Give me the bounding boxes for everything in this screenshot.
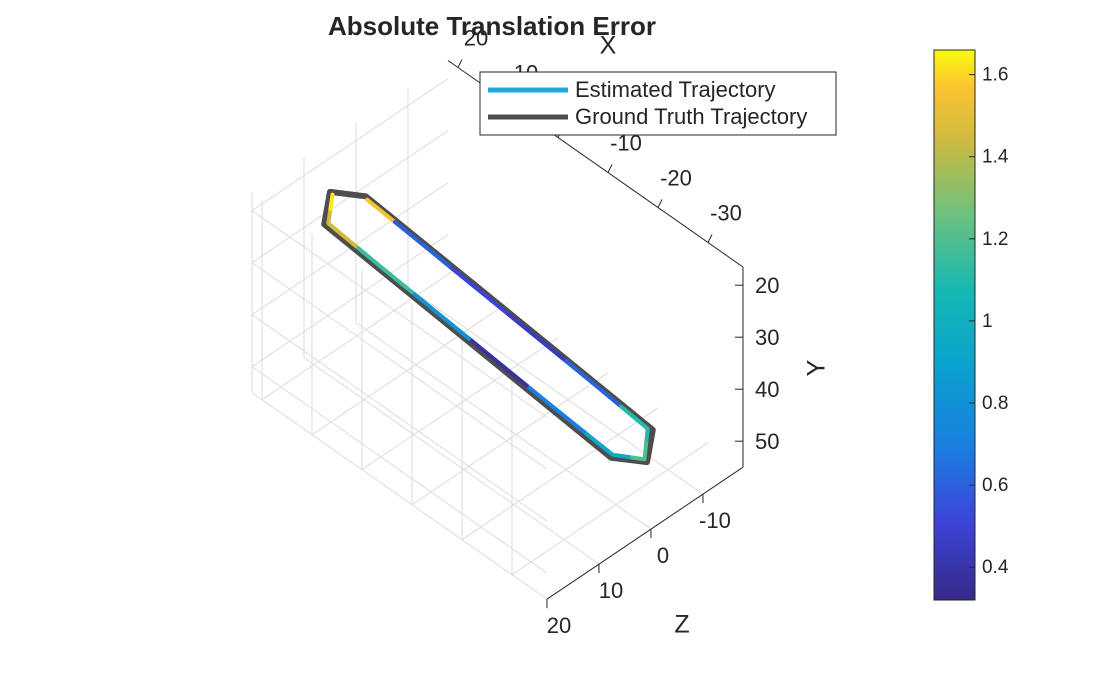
grid-line — [261, 267, 459, 401]
grid-line — [251, 210, 548, 418]
grid-line — [251, 78, 449, 212]
plot-area — [321, 188, 656, 466]
legend-label: Ground Truth Trajectory — [575, 104, 807, 129]
colorbar: 0.4 0.6 0.8 1 1.2 1.4 1.6 — [933, 49, 1009, 601]
estimated-segment — [328, 192, 335, 212]
x-tick-label: -30 — [710, 200, 742, 225]
grid-line — [511, 442, 709, 576]
estimated-segment — [467, 336, 529, 388]
estimated-segment — [626, 442, 649, 462]
colorbar-tick-label: 1.4 — [982, 147, 1009, 168]
grid-line — [251, 234, 449, 368]
estimated-segment — [449, 265, 511, 317]
grid-line — [355, 322, 652, 530]
z-tick-label: -10 — [699, 508, 731, 533]
colorbar-tick-label: 1.2 — [982, 229, 1008, 250]
estimated-segment — [506, 312, 568, 364]
x-axis-label: X — [600, 32, 617, 60]
z-tick-label: 20 — [547, 613, 571, 638]
colorbar-tick-label: 0.8 — [982, 393, 1008, 414]
estimated-segment — [409, 290, 472, 341]
y-tick-label: 50 — [755, 429, 779, 454]
grid-line — [411, 372, 609, 506]
x-tick — [607, 164, 613, 173]
x-tick — [707, 234, 713, 243]
estimated-segment — [563, 359, 623, 409]
estimated-segment — [524, 383, 586, 434]
colorbar-tick-label: 1 — [982, 311, 993, 332]
estimated-segment — [619, 404, 650, 446]
x-tick — [657, 199, 663, 208]
y-tick-label: 20 — [755, 273, 779, 298]
estimated-segment — [392, 220, 454, 270]
grid-line — [251, 366, 548, 574]
grid-line — [461, 407, 659, 541]
grid-line — [311, 302, 509, 436]
grid-line — [251, 392, 548, 600]
z-axis-label: Z — [674, 611, 689, 639]
colorbar-tick-label: 0.4 — [982, 557, 1009, 578]
y-tick-label: 30 — [755, 325, 779, 350]
colorbar-tick-label: 1.6 — [982, 65, 1008, 86]
estimated-segment — [353, 244, 414, 294]
z-axis-line — [546, 466, 744, 600]
estimated-segment — [365, 197, 397, 225]
colorbar-tick-label: 0.6 — [982, 475, 1008, 496]
chart-title: Absolute Translation Error — [328, 11, 656, 41]
colorbar-gradient — [933, 49, 976, 601]
z-tick-label: 0 — [657, 543, 669, 568]
grid-line — [303, 357, 600, 565]
grid-line — [251, 314, 548, 522]
legend-label: Estimated Trajectory — [575, 77, 776, 102]
legend-box — [479, 71, 837, 136]
grid-line — [251, 262, 548, 470]
estimated-segment — [326, 207, 358, 248]
estimated-segment — [582, 429, 631, 459]
x-tick-label: 20 — [464, 25, 488, 50]
y-tick-label: 40 — [755, 377, 779, 402]
y-axis-label: Y — [803, 359, 831, 376]
x-tick-label: -20 — [660, 165, 692, 190]
grid-line — [407, 287, 704, 495]
z-tick-label: 10 — [599, 578, 623, 603]
x-tick — [457, 59, 463, 68]
grid-line — [361, 337, 559, 471]
